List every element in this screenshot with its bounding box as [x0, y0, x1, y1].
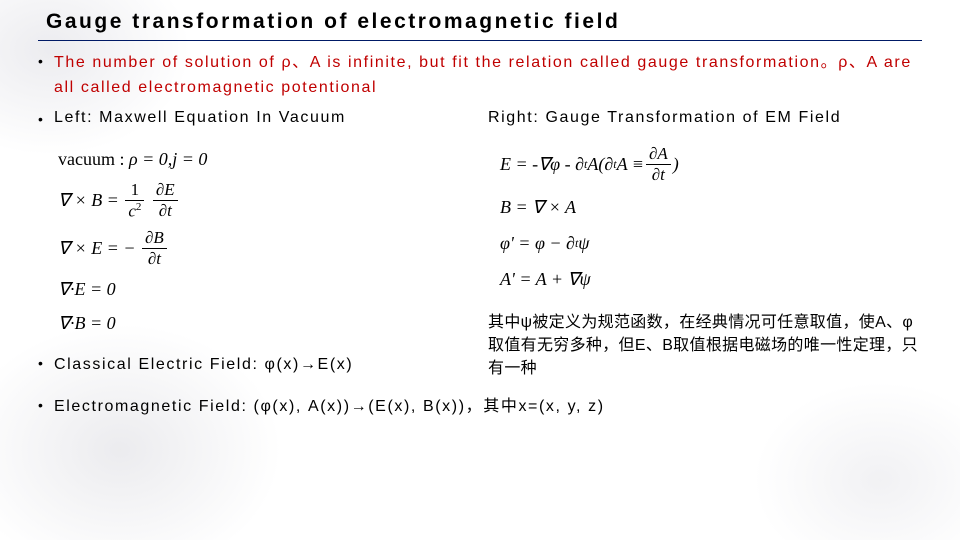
vacuum-eq-lhs: ρ = 0,	[129, 150, 172, 169]
left-head-row: • Left: Maxwell Equation In Vacuum	[38, 109, 458, 137]
maxwell-2: ∇ × E = − ∂B ∂t	[58, 227, 458, 271]
left-column: • Left: Maxwell Equation In Vacuum vacuu…	[38, 109, 458, 386]
slide-title: Gauge transformation of electromagnetic …	[46, 10, 922, 34]
em-field-text: Electromagnetic Field: (φ(x), A(x))→(E(x…	[54, 395, 605, 420]
gauge-4: A' = A + ∇ψ	[500, 265, 922, 295]
gauge-equations: E = -∇φ - ∂t A(∂t A ≡ ∂A ∂t ) B = ∇ × A …	[500, 143, 922, 295]
m2-frac: ∂B ∂t	[142, 229, 167, 268]
vacuum-label: vacuum :	[58, 150, 124, 169]
r1-frac: ∂A ∂t	[646, 145, 671, 184]
bullet-em-field: • Electromagnetic Field: (φ(x), A(x))→(E…	[38, 395, 922, 420]
m1-lhs: ∇ × B =	[58, 191, 119, 210]
bullet-intro: • The number of solution of ρ、A is infin…	[38, 51, 922, 101]
bullet-mark: •	[38, 109, 54, 127]
vacuum-line: vacuum : ρ = 0, j = 0	[58, 145, 458, 175]
gauge-3: φ' = φ − ∂tψ	[500, 229, 922, 259]
slide: Gauge transformation of electromagnetic …	[0, 0, 960, 540]
bullet-mark: •	[38, 51, 54, 69]
bullet-mark: •	[38, 395, 54, 413]
classical-text: Classical Electric Field: φ(x)→E(x)	[54, 353, 353, 378]
left-subhead: Left: Maxwell Equation In Vacuum	[54, 109, 346, 127]
right-column: Right: Gauge Transformation of EM Field …	[488, 109, 922, 386]
chinese-explanation: 其中ψ被定义为规范函数，在经典情况可任意取值，使A、φ取值有无穷多种，但E、B取…	[488, 311, 922, 381]
columns: • Left: Maxwell Equation In Vacuum vacuu…	[38, 109, 922, 386]
title-underline	[38, 40, 922, 41]
gauge-1: E = -∇φ - ∂t A(∂t A ≡ ∂A ∂t )	[500, 143, 922, 187]
maxwell-4: ∇·B = 0	[58, 309, 458, 339]
maxwell-equations: vacuum : ρ = 0, j = 0 ∇ × B = 1 c2 ∂E ∂t	[58, 145, 458, 339]
vacuum-eq-rhs: j = 0	[172, 150, 207, 169]
maxwell-3: ∇·E = 0	[58, 275, 458, 305]
gauge-2: B = ∇ × A	[500, 193, 922, 223]
m2-lhs: ∇ × E = −	[58, 239, 135, 258]
bullet-mark: •	[38, 353, 54, 371]
intro-text: The number of solution of ρ、A is infinit…	[54, 51, 922, 101]
m1-frac1: 1 c2	[125, 181, 144, 220]
m1-frac2: ∂E ∂t	[153, 181, 178, 220]
right-subhead: Right: Gauge Transformation of EM Field	[488, 109, 922, 127]
maxwell-1: ∇ × B = 1 c2 ∂E ∂t	[58, 179, 458, 223]
bullet-classical: • Classical Electric Field: φ(x)→E(x)	[38, 353, 458, 378]
